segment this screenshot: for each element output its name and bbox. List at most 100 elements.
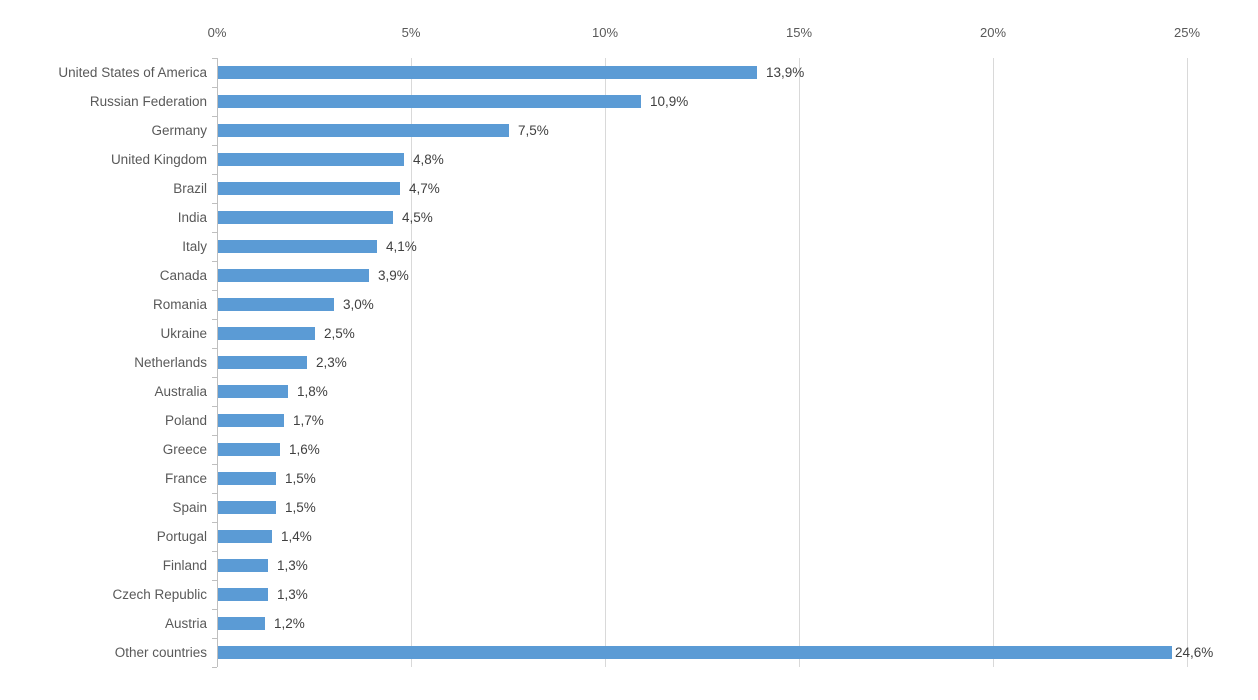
value-label: 1,5% — [285, 471, 316, 486]
category-label: France — [164, 471, 207, 486]
value-label: 3,9% — [378, 268, 409, 283]
axis-tick — [212, 435, 217, 436]
bar-row: Russian Federation 10,9% — [0, 87, 1258, 116]
bar-row: Greece 1,6% — [0, 435, 1258, 464]
bar-row: France 1,5% — [0, 464, 1258, 493]
axis-tick — [212, 638, 217, 639]
category-label: Ukraine — [160, 326, 207, 341]
value-label: 1,3% — [277, 587, 308, 602]
x-tick-label: 5% — [401, 25, 421, 40]
axis-tick — [212, 406, 217, 407]
bar-row: Spain 1,5% — [0, 493, 1258, 522]
bar — [218, 588, 268, 601]
axis-tick — [212, 493, 217, 494]
category-label: Finland — [162, 558, 207, 573]
axis-tick — [212, 522, 217, 523]
bar — [218, 95, 641, 108]
axis-tick — [212, 667, 217, 668]
bar — [218, 559, 268, 572]
value-label: 4,1% — [386, 239, 417, 254]
bar — [218, 501, 276, 514]
bar — [218, 182, 400, 195]
x-tick-label: 0% — [207, 25, 227, 40]
axis-tick — [212, 87, 217, 88]
x-tick-label: 15% — [785, 25, 813, 40]
bar — [218, 443, 280, 456]
axis-tick — [212, 551, 217, 552]
bar — [218, 617, 265, 630]
category-label: Germany — [151, 123, 207, 138]
gridline — [1187, 58, 1188, 667]
value-label: 1,6% — [289, 442, 320, 457]
gridline — [411, 58, 412, 667]
bar — [218, 646, 1172, 659]
bar — [218, 385, 288, 398]
category-axis-line — [217, 58, 218, 667]
value-label: 1,7% — [293, 413, 324, 428]
category-label: Netherlands — [134, 355, 207, 370]
axis-tick — [212, 232, 217, 233]
value-label: 3,0% — [343, 297, 374, 312]
axis-tick — [212, 609, 217, 610]
bar-row: Brazil 4,7% — [0, 174, 1258, 203]
axis-tick — [212, 319, 217, 320]
value-label: 10,9% — [650, 94, 689, 109]
bar-row: Finland 1,3% — [0, 551, 1258, 580]
bar-row: Austria 1,2% — [0, 609, 1258, 638]
value-label: 4,7% — [409, 181, 440, 196]
axis-tick — [212, 580, 217, 581]
axis-tick — [212, 145, 217, 146]
axis-tick — [212, 261, 217, 262]
category-label: Poland — [164, 413, 207, 428]
bar-row: India 4,5% — [0, 203, 1258, 232]
axis-tick — [212, 174, 217, 175]
category-label: Russian Federation — [89, 94, 207, 109]
bar — [218, 530, 272, 543]
value-label: 1,2% — [274, 616, 305, 631]
value-label: 2,3% — [316, 355, 347, 370]
bar — [218, 414, 284, 427]
bar-row: Italy 4,1% — [0, 232, 1258, 261]
axis-tick — [212, 58, 217, 59]
bar — [218, 472, 276, 485]
category-label: Austria — [164, 616, 207, 631]
category-label: United Kingdom — [110, 152, 207, 167]
axis-tick — [212, 203, 217, 204]
bar — [218, 124, 509, 137]
value-label: 13,9% — [766, 65, 805, 80]
category-label: Portugal — [156, 529, 207, 544]
category-label: Canada — [159, 268, 207, 283]
bar — [218, 356, 307, 369]
value-label: 4,5% — [402, 210, 433, 225]
bar-row: Germany 7,5% — [0, 116, 1258, 145]
bar-row: Canada 3,9% — [0, 261, 1258, 290]
value-label: 1,5% — [285, 500, 316, 515]
value-label: 2,5% — [324, 326, 355, 341]
bar — [218, 269, 369, 282]
x-tick-label: 10% — [591, 25, 619, 40]
value-label: 7,5% — [518, 123, 549, 138]
axis-tick — [212, 290, 217, 291]
x-tick-label: 25% — [1173, 25, 1201, 40]
category-label: Romania — [152, 297, 207, 312]
value-label: 1,4% — [281, 529, 312, 544]
bar-row: Portugal 1,4% — [0, 522, 1258, 551]
category-label: Czech Republic — [112, 587, 207, 602]
gridline — [799, 58, 800, 667]
bar-row: Romania 3,0% — [0, 290, 1258, 319]
category-label: India — [177, 210, 207, 225]
bar-row: Poland 1,7% — [0, 406, 1258, 435]
bar-row: Other countries 24,6% — [0, 638, 1258, 667]
bar — [218, 327, 315, 340]
category-label: Brazil — [173, 181, 207, 196]
category-label: United States of America — [58, 65, 207, 80]
bar-row: United Kingdom 4,8% — [0, 145, 1258, 174]
category-label: Spain — [172, 500, 207, 515]
x-tick-label: 20% — [979, 25, 1007, 40]
bar-row: Ukraine 2,5% — [0, 319, 1258, 348]
bar — [218, 211, 393, 224]
value-label: 4,8% — [413, 152, 444, 167]
bar-row: Australia 1,8% — [0, 377, 1258, 406]
axis-tick — [212, 116, 217, 117]
